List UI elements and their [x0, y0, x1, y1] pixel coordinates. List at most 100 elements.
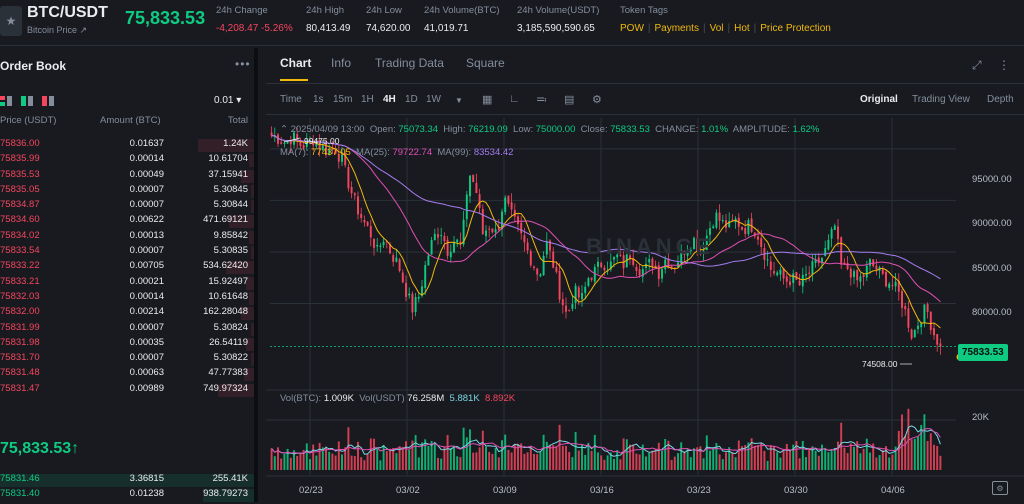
order-book-row[interactable]: 75833.54 0.00007 5.30835 [0, 245, 254, 260]
volume-bar [363, 460, 366, 470]
tag-price-protection[interactable]: Price Protection [760, 23, 831, 34]
candle-body [632, 258, 635, 265]
order-book-row[interactable]: 75835.99 0.00014 10.61704 [0, 153, 254, 168]
volume-bar [536, 454, 539, 470]
view-trading-view[interactable]: Trading View [912, 94, 970, 105]
order-book-row[interactable]: 75831.47 0.00989 749.97324 [0, 383, 254, 398]
order-book-row[interactable]: 75834.87 0.00007 5.30844 [0, 199, 254, 214]
calendar-icon[interactable]: ▦ [482, 94, 493, 106]
orderbook-mode-both-icon[interactable] [0, 96, 12, 106]
volume-bar [757, 445, 759, 470]
orderbook-mode-asks-icon[interactable] [42, 96, 54, 106]
order-book-row[interactable]: 75831.48 0.00063 47.77383 [0, 367, 254, 382]
volume-bar [773, 446, 775, 470]
candle-body [827, 239, 830, 250]
more-options-icon[interactable]: ⋮ [998, 58, 1010, 72]
ma7-label: MA(7): [280, 147, 309, 158]
timeframe-1s[interactable]: 1s [313, 94, 324, 105]
volume-bar [885, 446, 887, 470]
volume-bar [833, 448, 836, 470]
order-book-row[interactable]: 75832.03 0.00014 10.61648 [0, 291, 254, 306]
candle-body [446, 239, 449, 256]
tab-chart[interactable]: Chart [280, 56, 312, 70]
order-book-row[interactable]: 75831.70 0.00007 5.30822 [0, 352, 254, 367]
candle-body [885, 271, 887, 287]
candlestick-chart[interactable] [266, 48, 1024, 502]
volume-bar [376, 447, 379, 470]
tag-separator: | [702, 23, 706, 34]
order-book-row[interactable]: 75834.02 0.00013 9.85842 [0, 230, 254, 245]
timeframe-15m[interactable]: 15m [333, 94, 353, 105]
volume-bar [296, 455, 299, 470]
candle-body [917, 325, 919, 330]
order-book-row[interactable]: 75835.05 0.00007 5.30845 [0, 184, 254, 199]
volume-bar [347, 427, 350, 470]
orderbook-mode-bids-icon[interactable] [21, 96, 33, 106]
order-price: 75834.87 [0, 199, 40, 211]
chart-settings-icon[interactable]: ⚙ [992, 481, 1008, 495]
tab-trading-data[interactable]: Trading Data [375, 56, 444, 70]
order-book-row[interactable]: 75831.46 3.36815 255.41K [0, 473, 254, 488]
order-total: 37.15941 [208, 168, 248, 180]
tag-payments[interactable]: Payments [654, 23, 699, 34]
candle-type-icon[interactable]: ≕ [536, 94, 547, 106]
volume-bar [600, 455, 603, 470]
view-depth[interactable]: Depth [987, 94, 1014, 105]
candle-body [488, 228, 491, 230]
candle-body [357, 196, 359, 215]
tab-square[interactable]: Square [466, 56, 505, 70]
candle-body [299, 140, 302, 147]
tag-hot[interactable]: Hot [734, 23, 750, 34]
more-options-icon[interactable]: ••• [235, 57, 251, 71]
favorite-star-icon[interactable]: ★ [0, 6, 22, 36]
order-book-row[interactable]: 75832.00 0.00214 162.28048 [0, 306, 254, 321]
token-tags: Token Tags POW | Payments | Vol | Hot | Price Pr… [620, 5, 831, 34]
order-book-row[interactable]: 75831.98 0.00035 26.54119 [0, 337, 254, 352]
volume-bar [869, 452, 871, 470]
tag-pow[interactable]: POW [620, 23, 644, 34]
order-book-row[interactable]: 75833.22 0.00705 534.62420 [0, 260, 254, 275]
order-book-row[interactable]: 75835.53 0.00049 37.15941 [0, 169, 254, 184]
volume-bar [568, 452, 571, 470]
order-book-row[interactable]: 75834.60 0.00622 471.69121 [0, 214, 254, 229]
timeframe-1w[interactable]: 1W [426, 94, 441, 105]
pair-subtitle-link[interactable]: Bitcoin Price ↗ [27, 25, 88, 35]
volume-bar [462, 427, 465, 470]
order-book-row[interactable]: 75833.21 0.00021 15.92497 [0, 276, 254, 291]
indicators-icon[interactable]: ∟ [509, 93, 520, 105]
volume-bar [389, 448, 391, 470]
change-value: 1.01% [701, 124, 729, 135]
settings-gear-icon[interactable]: ⚙ [592, 94, 602, 106]
order-book-row[interactable]: 75836.00 0.01637 1.24K [0, 138, 254, 153]
view-original[interactable]: Original [860, 94, 898, 105]
order-amount: 0.00214 [129, 306, 164, 318]
candle-body [577, 287, 580, 298]
order-total: 5.30844 [213, 199, 248, 211]
candle-body [869, 259, 871, 266]
depth-bar [251, 184, 254, 198]
pair-title[interactable]: BTC/USDT [27, 4, 108, 21]
layout-icon[interactable]: ▤ [564, 94, 575, 106]
order-book-row[interactable]: 75831.40 0.01238 938.79273 [0, 488, 254, 503]
candle-body [920, 323, 923, 328]
timeframe-time[interactable]: Time [280, 94, 302, 105]
fullscreen-icon[interactable]: ⤢ [972, 58, 982, 72]
legend-collapse-icon[interactable]: ⌃ [280, 124, 288, 135]
vol-ma1-value: 5.881K [449, 393, 480, 404]
chart-toolbar: Time 1s 15m 1H 4H 1D 1W ▼ ▦ ∟ ≕ ▤ ⚙ Orig… [266, 85, 1024, 115]
more-timeframes-dropdown-icon[interactable]: ▼ [455, 96, 463, 105]
volume-bar [283, 453, 286, 470]
order-total: 938.79273 [203, 488, 248, 500]
precision-select[interactable]: 0.01 ▾ [214, 95, 242, 106]
candle-body [689, 249, 692, 252]
timeframe-4h[interactable]: 4H [383, 94, 396, 105]
low-value: 75000.00 [535, 124, 576, 135]
timeframe-1d[interactable]: 1D [405, 94, 418, 105]
tag-vol[interactable]: Vol [709, 23, 724, 34]
candle-body [837, 226, 839, 240]
tab-info[interactable]: Info [331, 56, 352, 70]
volume-bar [459, 457, 462, 470]
timeframe-1h[interactable]: 1H [361, 94, 374, 105]
order-book-row[interactable]: 75831.99 0.00007 5.30824 [0, 322, 254, 337]
candle-body [501, 211, 503, 230]
